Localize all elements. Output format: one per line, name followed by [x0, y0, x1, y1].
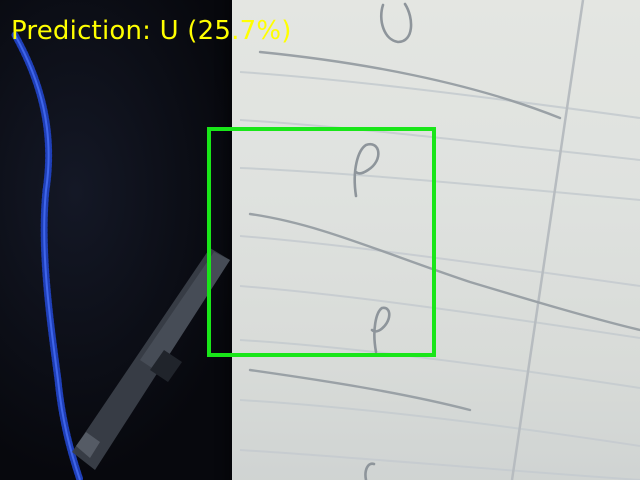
handwritten-letter [370, 306, 391, 354]
ruled-line [239, 71, 640, 119]
usb-cable [11, 31, 84, 480]
handwritten-letter [353, 142, 380, 198]
ruled-line [239, 285, 640, 339]
handwritten-letter [379, 2, 413, 44]
pencil-line [248, 368, 472, 412]
usb-cable-highlight [14, 34, 81, 480]
pencil-line [258, 50, 562, 120]
detection-roi-box [207, 127, 436, 357]
pencil-line [248, 212, 640, 332]
ruled-line [239, 399, 640, 447]
ruled-line [239, 235, 640, 287]
ruled-line [239, 119, 640, 161]
ruled-line [239, 449, 640, 480]
handwritten-letter [364, 462, 376, 480]
margin-line [510, 0, 585, 480]
ruled-line [239, 167, 640, 201]
prediction-label: Prediction: U (25.7%) [11, 16, 292, 46]
